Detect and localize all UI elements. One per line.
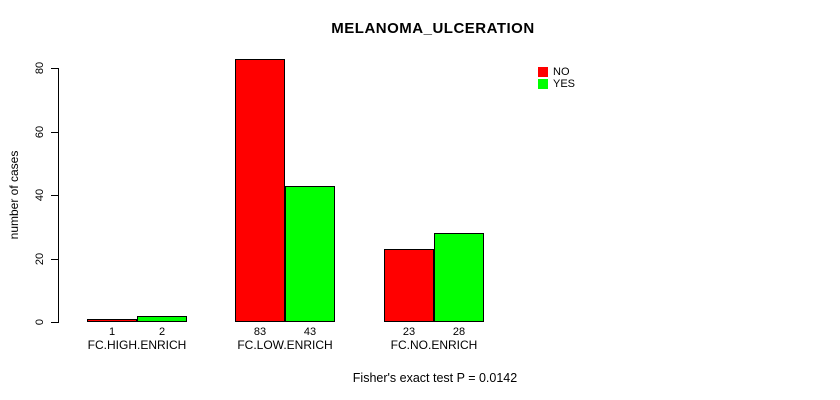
y-tick bbox=[51, 259, 59, 260]
y-tick bbox=[51, 132, 59, 133]
bar-no bbox=[235, 59, 285, 322]
footer-annotation: Fisher's exact test P = 0.0142 bbox=[352, 371, 518, 385]
legend: NO YES bbox=[538, 66, 575, 90]
bar-yes bbox=[137, 316, 187, 322]
y-tick-label: 40 bbox=[34, 188, 46, 202]
bar-yes bbox=[285, 186, 335, 322]
legend-item: YES bbox=[538, 78, 575, 90]
y-tick-label: 0 bbox=[34, 318, 46, 326]
y-tick-label: 60 bbox=[34, 125, 46, 139]
y-axis-label: number of cases bbox=[7, 150, 21, 240]
legend-swatch bbox=[538, 67, 548, 77]
bar-no bbox=[384, 249, 434, 322]
y-tick bbox=[51, 322, 59, 323]
chart-title: MELANOMA_ULCERATION bbox=[331, 20, 535, 37]
legend-label: NO bbox=[553, 66, 570, 78]
y-tick bbox=[51, 68, 59, 69]
x-category-label: FC.LOW.ENRICH bbox=[237, 338, 333, 352]
y-tick-label: 80 bbox=[34, 61, 46, 75]
x-category-label: FC.HIGH.ENRICH bbox=[87, 338, 187, 352]
x-category-label: FC.NO.ENRICH bbox=[390, 338, 478, 352]
bar-value-label: 2 bbox=[158, 326, 166, 338]
bar-yes bbox=[434, 233, 484, 322]
bar-value-label: 23 bbox=[402, 326, 416, 338]
bar-value-label: 43 bbox=[303, 326, 317, 338]
y-tick bbox=[51, 195, 59, 196]
bar-value-label: 28 bbox=[452, 326, 466, 338]
bar-no bbox=[87, 319, 137, 322]
legend-label: YES bbox=[553, 78, 576, 90]
bar-value-label: 83 bbox=[253, 326, 267, 338]
legend-item: NO bbox=[538, 66, 575, 78]
bar-value-label: 1 bbox=[108, 326, 116, 338]
legend-swatch bbox=[538, 79, 548, 89]
y-tick-label: 20 bbox=[34, 252, 46, 266]
